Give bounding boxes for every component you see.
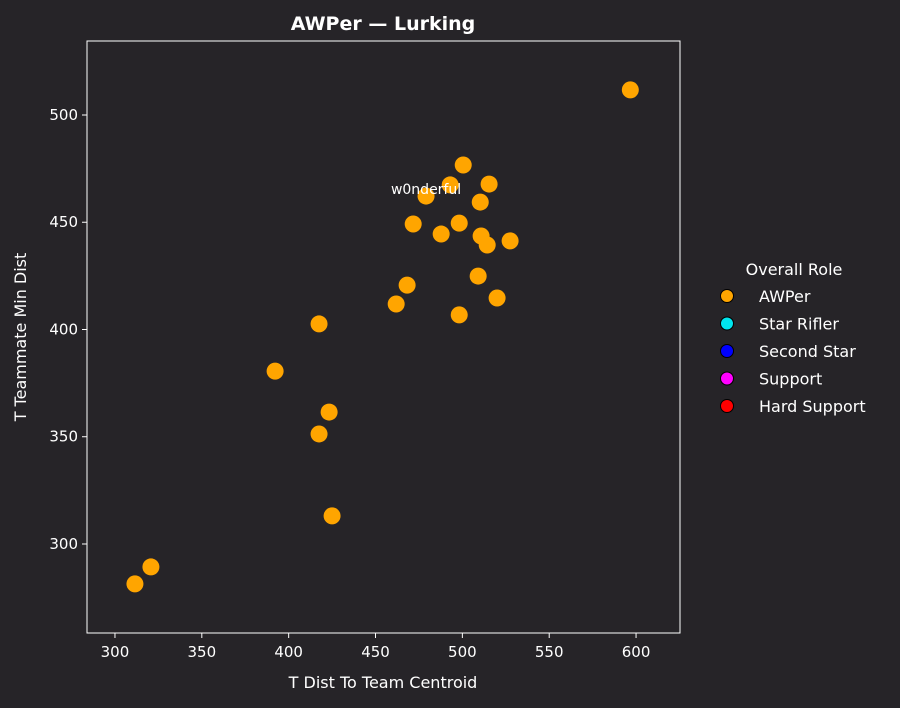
y-tick-label: 450 <box>49 213 78 231</box>
data-point <box>310 425 328 443</box>
x-tick-label: 600 <box>622 643 651 661</box>
x-axis-ticks: 300 350 400 450 500 550 600 <box>101 633 651 661</box>
x-tick-label: 350 <box>187 643 216 661</box>
data-point <box>480 175 498 193</box>
legend-label: AWPer <box>759 287 811 306</box>
legend-label: Hard Support <box>759 397 866 416</box>
data-point <box>387 295 405 313</box>
data-point <box>478 236 496 254</box>
legend-label: Star Rifler <box>759 315 839 334</box>
legend-label: Second Star <box>759 342 856 361</box>
point-label: w0nderful <box>391 182 461 198</box>
y-tick-label: 400 <box>49 320 78 338</box>
data-point <box>404 215 422 233</box>
y-tick-label: 500 <box>49 106 78 124</box>
plot-frame <box>86 40 681 634</box>
data-point <box>398 276 416 294</box>
data-point <box>320 403 338 421</box>
data-point <box>417 187 435 205</box>
x-tick-label: 450 <box>361 643 390 661</box>
legend-marker <box>720 316 734 331</box>
data-point <box>432 225 450 243</box>
data-point <box>441 176 459 194</box>
points-layer <box>126 81 639 593</box>
point-labels: w0nderful <box>391 182 461 198</box>
data-point <box>450 306 468 324</box>
data-point <box>471 193 489 211</box>
data-point <box>454 156 472 174</box>
data-point <box>501 232 519 250</box>
data-point <box>266 362 284 380</box>
x-tick-label: 400 <box>274 643 303 661</box>
data-point <box>126 575 144 593</box>
legend-marker <box>720 399 734 413</box>
y-axis-label: T Teammate Min Dist <box>11 253 30 423</box>
x-tick-label: 500 <box>448 643 477 661</box>
legend: Overall Role AWPer Star Rifler Second Star… <box>720 260 866 416</box>
legend-marker <box>720 371 734 386</box>
x-tick-label: 300 <box>101 643 130 661</box>
data-point <box>488 289 506 307</box>
data-point <box>621 81 639 99</box>
x-tick-label: 550 <box>535 643 564 661</box>
y-tick-label: 300 <box>49 535 78 553</box>
legend-marker <box>720 344 734 358</box>
legend-title: Overall Role <box>746 260 843 279</box>
chart-title: AWPer — Lurking <box>291 13 476 35</box>
legend-marker <box>720 289 734 303</box>
data-point <box>310 315 328 333</box>
data-point <box>450 214 468 232</box>
data-point <box>469 267 487 285</box>
x-axis-label: T Dist To Team Centroid <box>288 673 478 692</box>
legend-label: Support <box>759 370 822 389</box>
data-point <box>142 558 160 576</box>
y-axis-ticks: 300 350 400 450 500 <box>49 106 87 553</box>
y-tick-label: 350 <box>49 428 78 446</box>
data-point <box>323 507 341 525</box>
